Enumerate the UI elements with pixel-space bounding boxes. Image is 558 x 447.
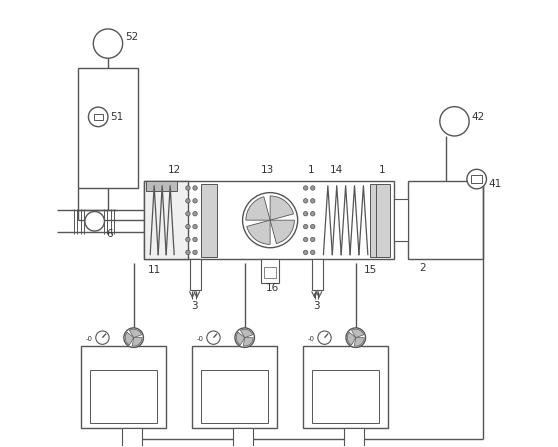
Wedge shape [270, 196, 294, 220]
Bar [472, 175, 482, 183]
Text: 3: 3 [314, 301, 320, 311]
Bar [193, 346, 277, 428]
Bar [90, 370, 157, 423]
Text: 3: 3 [191, 301, 198, 311]
Wedge shape [354, 337, 364, 346]
Bar [201, 370, 268, 423]
Circle shape [85, 211, 104, 231]
Text: 42: 42 [472, 112, 484, 122]
Text: -0: -0 [197, 336, 204, 342]
Bar [143, 181, 395, 259]
Circle shape [311, 186, 315, 190]
Bar [78, 68, 138, 188]
Bar [261, 259, 279, 283]
Circle shape [235, 328, 254, 347]
Circle shape [193, 237, 198, 242]
Circle shape [304, 250, 308, 255]
Circle shape [193, 211, 198, 216]
Text: 6: 6 [106, 229, 112, 239]
Wedge shape [352, 329, 364, 337]
Circle shape [93, 29, 123, 58]
Circle shape [207, 331, 220, 344]
Bar [146, 181, 177, 191]
Bar [304, 346, 388, 428]
Bar [94, 114, 103, 120]
Circle shape [186, 198, 190, 203]
Circle shape [193, 224, 198, 229]
Circle shape [243, 193, 297, 248]
Bar [376, 184, 391, 257]
Circle shape [88, 107, 108, 127]
Wedge shape [270, 220, 295, 244]
Text: 1: 1 [379, 165, 386, 175]
Wedge shape [132, 337, 142, 346]
Circle shape [318, 331, 331, 344]
Bar [264, 266, 276, 278]
Text: 13: 13 [261, 165, 275, 175]
Wedge shape [247, 220, 270, 245]
Text: 14: 14 [330, 165, 343, 175]
Text: 11: 11 [148, 265, 161, 275]
Text: 52: 52 [125, 32, 138, 42]
Circle shape [193, 198, 198, 203]
Wedge shape [125, 332, 134, 345]
Wedge shape [347, 332, 356, 345]
Text: 51: 51 [110, 112, 123, 122]
Bar [81, 346, 166, 428]
Text: 16: 16 [266, 283, 279, 293]
Circle shape [467, 169, 487, 189]
Circle shape [96, 331, 109, 344]
Bar [370, 184, 384, 257]
Circle shape [186, 186, 190, 190]
Bar [122, 428, 142, 447]
Bar [312, 370, 379, 423]
Wedge shape [243, 337, 253, 346]
Circle shape [193, 186, 198, 190]
Circle shape [186, 224, 190, 229]
Circle shape [193, 250, 198, 255]
Text: VD: VD [266, 270, 275, 275]
Text: -0: -0 [86, 336, 93, 342]
Circle shape [311, 211, 315, 216]
Circle shape [186, 250, 190, 255]
Bar [344, 428, 364, 447]
Circle shape [311, 198, 315, 203]
Circle shape [304, 237, 308, 242]
Text: 1: 1 [308, 165, 315, 175]
Circle shape [440, 107, 469, 136]
Bar [312, 259, 324, 290]
Bar [190, 259, 201, 290]
Wedge shape [129, 329, 142, 337]
Text: 15: 15 [363, 265, 377, 275]
Wedge shape [236, 332, 245, 345]
Circle shape [311, 224, 315, 229]
Circle shape [186, 211, 190, 216]
Circle shape [304, 224, 308, 229]
Circle shape [304, 211, 308, 216]
Circle shape [304, 186, 308, 190]
Bar [408, 181, 483, 259]
Wedge shape [246, 197, 270, 220]
Bar [143, 181, 188, 259]
Bar [201, 184, 217, 257]
Text: -0: -0 [308, 336, 315, 342]
Wedge shape [240, 329, 253, 337]
Text: 2: 2 [419, 263, 426, 273]
Circle shape [346, 328, 365, 347]
Circle shape [124, 328, 143, 347]
Bar [233, 428, 253, 447]
Circle shape [311, 237, 315, 242]
Text: 41: 41 [489, 178, 502, 189]
Circle shape [186, 237, 190, 242]
Circle shape [304, 198, 308, 203]
Circle shape [311, 250, 315, 255]
Bar [395, 199, 408, 241]
Text: 12: 12 [168, 165, 181, 175]
